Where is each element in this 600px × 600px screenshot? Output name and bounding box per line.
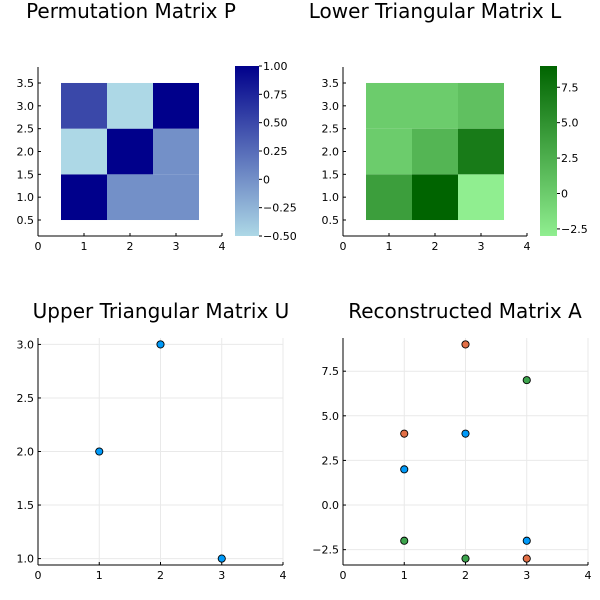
colorbar-lower	[540, 66, 557, 236]
x-tick-label-reconstructed-1: 1	[401, 569, 408, 582]
point-reconstructed-s2-p0	[400, 536, 409, 545]
x-tick-label-lower-1: 1	[386, 240, 393, 253]
y-tick-label-lower-4: 2.5	[322, 123, 340, 136]
point-reconstructed-s0-p1	[461, 429, 470, 438]
heatmap-cell-lower-r0-c2	[458, 174, 504, 221]
colorbar-permutation	[235, 66, 259, 236]
heatmap-cell-permutation-r0-c0	[61, 174, 107, 221]
y-tick-label-lower-0: 0.5	[322, 214, 340, 227]
colorbar-tick-label-permutation-2: 0	[263, 173, 270, 186]
y-tick-label-upper-4: 3.0	[17, 338, 35, 351]
colorbar-tick-label-lower-4: 7.5	[561, 81, 579, 94]
y-tick-label-permutation-2: 1.5	[17, 168, 35, 181]
colorbar-tick-label-permutation-1: −0.25	[263, 202, 297, 215]
heatmap-cell-permutation-r1-c1	[107, 128, 153, 175]
title-permutation: Permutation Matrix P	[26, 0, 236, 23]
x-tick-label-reconstructed-0: 0	[340, 569, 347, 582]
heatmap-cell-permutation-r1-c2	[153, 128, 199, 175]
point-upper-s0-p1	[156, 340, 165, 349]
y-tick-label-lower-1: 1.0	[322, 191, 340, 204]
colorbar-tick-label-permutation-4: 0.50	[263, 117, 288, 130]
title-reconstructed: Reconstructed Matrix A	[348, 299, 582, 323]
y-tick-label-permutation-5: 3.0	[17, 100, 35, 113]
y-tick-label-reconstructed-0: −2.5	[312, 544, 339, 557]
panel-reconstructed: Reconstructed Matrix A 0 1 2 3 4 −2.5 0.0 2.5 5.…	[312, 299, 591, 582]
y-tick-label-lower-3: 2.0	[322, 146, 340, 159]
x-tick-label-upper-0: 0	[35, 569, 42, 582]
colorbar-tick-label-permutation-6: 1.00	[263, 60, 288, 73]
heatmap-cell-permutation-r1-c0	[61, 128, 107, 175]
colorbar-tick-label-permutation-3: 0.25	[263, 145, 288, 158]
x-tick-label-reconstructed-4: 4	[585, 569, 592, 582]
y-tick-label-permutation-6: 3.5	[17, 77, 35, 90]
x-tick-label-permutation-4: 4	[219, 240, 226, 253]
title-upper: Upper Triangular Matrix U	[33, 299, 290, 323]
point-reconstructed-s0-p0	[400, 465, 409, 474]
y-tick-label-permutation-3: 2.0	[17, 146, 35, 159]
heatmap-cell-lower-r1-c0	[366, 128, 412, 175]
point-reconstructed-s2-p1	[461, 554, 470, 563]
heatmap-cell-lower-r2-c2	[458, 82, 504, 129]
colorbar-tick-label-lower-3: 5.0	[561, 117, 579, 130]
y-tick-label-permutation-0: 0.5	[17, 214, 35, 227]
x-tick-label-lower-4: 4	[524, 240, 531, 253]
panel-upper: Upper Triangular Matrix U 0 1 2 3 4 1.0 1.5 2.0…	[17, 299, 290, 582]
heatmap-cell-lower-r2-c0	[366, 82, 412, 129]
heatmap-cell-permutation-r2-c1	[107, 82, 153, 129]
y-tick-label-lower-6: 3.5	[322, 77, 340, 90]
heatmap-cell-lower-r1-c2	[458, 128, 504, 175]
point-reconstructed-s1-p1	[461, 340, 470, 349]
heatmap-cell-lower-r0-c1	[412, 174, 458, 221]
point-upper-s0-p0	[95, 447, 104, 456]
point-reconstructed-s1-p2	[522, 554, 531, 563]
colorbar-tick-label-permutation-0: −0.50	[263, 230, 297, 243]
x-tick-label-upper-1: 1	[96, 569, 103, 582]
y-tick-label-upper-2: 2.0	[17, 446, 35, 459]
x-tick-label-lower-2: 2	[432, 240, 439, 253]
y-tick-label-reconstructed-3: 5.0	[322, 410, 340, 423]
x-tick-label-permutation-2: 2	[127, 240, 134, 253]
title-lower: Lower Triangular Matrix L	[309, 0, 562, 23]
x-tick-label-permutation-1: 1	[81, 240, 88, 253]
x-tick-label-lower-0: 0	[340, 240, 347, 253]
point-reconstructed-s1-p0	[400, 429, 409, 438]
y-tick-label-upper-0: 1.0	[17, 553, 35, 566]
x-tick-label-reconstructed-2: 2	[462, 569, 469, 582]
point-reconstructed-s0-p2	[522, 536, 531, 545]
point-reconstructed-s2-p2	[522, 376, 531, 385]
heatmap-cell-lower-r2-c1	[412, 82, 458, 129]
point-upper-s0-p2	[217, 554, 226, 563]
x-tick-label-lower-3: 3	[478, 240, 485, 253]
y-tick-label-lower-5: 3.0	[322, 100, 340, 113]
panel-lower: Lower Triangular Matrix L −2.5 0 2.5 5.0 7.5…	[309, 0, 588, 253]
y-tick-label-permutation-4: 2.5	[17, 123, 35, 136]
heatmap-cell-permutation-r2-c2	[153, 82, 199, 129]
colorbar-tick-label-lower-1: 0	[561, 188, 568, 201]
y-tick-label-upper-1: 1.5	[17, 499, 35, 512]
x-tick-label-upper-4: 4	[280, 569, 287, 582]
x-tick-label-upper-3: 3	[218, 569, 225, 582]
heatmap-cell-permutation-r0-c2	[153, 174, 199, 221]
y-tick-label-reconstructed-2: 2.5	[322, 454, 340, 467]
heatmap-cell-lower-r1-c1	[412, 128, 458, 175]
y-tick-label-permutation-1: 1.0	[17, 191, 35, 204]
x-tick-label-upper-2: 2	[157, 569, 164, 582]
heatmap-cell-permutation-r0-c1	[107, 174, 153, 221]
x-tick-label-reconstructed-3: 3	[523, 569, 530, 582]
colorbar-tick-label-lower-0: −2.5	[561, 223, 588, 236]
x-tick-label-permutation-0: 0	[35, 240, 42, 253]
y-tick-label-upper-3: 2.5	[17, 392, 35, 405]
y-tick-label-reconstructed-4: 7.5	[322, 365, 340, 378]
y-tick-label-lower-2: 1.5	[322, 168, 340, 181]
heatmap-cell-lower-r0-c0	[366, 174, 412, 221]
x-tick-label-permutation-3: 3	[173, 240, 180, 253]
panel-permutation: Permutation Matrix P −0.50−0.2500.250.50…	[17, 0, 297, 253]
heatmap-cell-permutation-r2-c0	[61, 82, 107, 129]
y-tick-label-reconstructed-1: 0.0	[322, 499, 340, 512]
colorbar-tick-label-lower-2: 2.5	[561, 152, 579, 165]
colorbar-tick-label-permutation-5: 0.75	[263, 88, 288, 101]
